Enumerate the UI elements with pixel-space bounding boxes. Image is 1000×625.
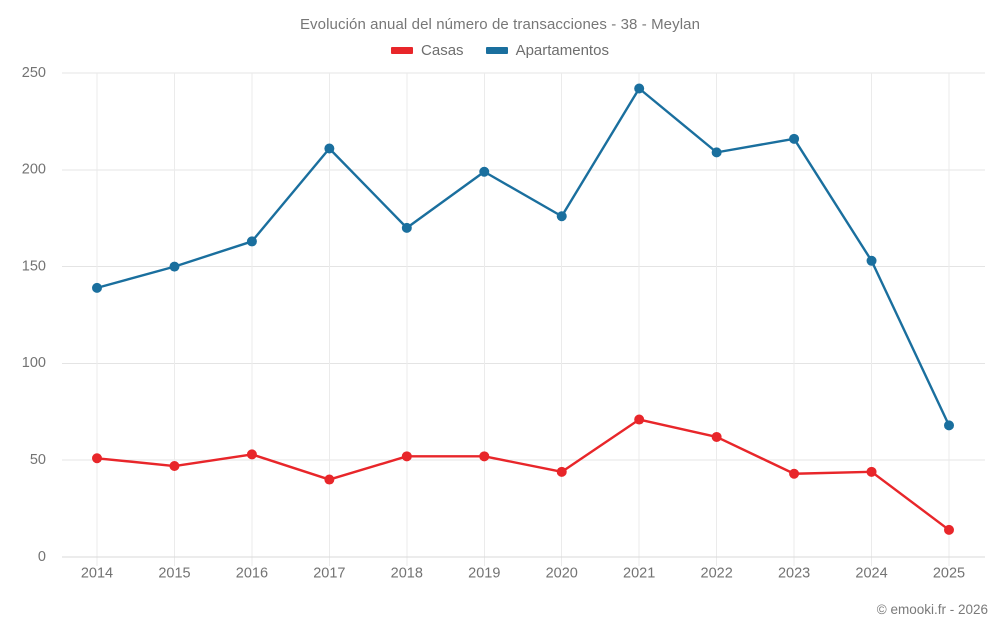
x-axis-tick-label: 2022	[701, 566, 733, 582]
data-point-marker[interactable]	[246, 449, 257, 460]
legend-label-apartamentos: Apartamentos	[515, 42, 609, 59]
series-line-apartamentos	[95, 87, 951, 427]
data-point-marker[interactable]	[711, 431, 722, 442]
chart-title: Evolución anual del número de transaccio…	[299, 16, 701, 33]
data-point-marker[interactable]	[789, 468, 800, 479]
x-axis-tick-label: 2021	[623, 566, 655, 582]
legend-swatch-apartamentos	[485, 47, 508, 54]
data-point-marker[interactable]	[246, 236, 257, 247]
x-axis-tick-labels: 2014 2015 2016 2017 2018 2019 2020 2021 2022 2023…	[81, 566, 965, 582]
copyright-credit: © emooki.fr - 2026	[876, 602, 988, 617]
y-axis-tick-label: 100	[22, 355, 46, 371]
x-axis-tick-label: 2023	[778, 566, 810, 582]
data-point-marker[interactable]	[401, 222, 412, 233]
data-point-marker[interactable]	[866, 255, 877, 266]
y-axis-tick-label: 150	[22, 258, 46, 274]
data-point-marker[interactable]	[92, 453, 102, 464]
data-point-marker[interactable]	[324, 474, 335, 485]
y-axis-tick-label: 0	[38, 549, 46, 565]
data-point-marker[interactable]	[789, 133, 800, 144]
legend-item-casas[interactable]: Casas	[391, 42, 464, 59]
data-series-layer	[92, 83, 954, 535]
data-point-marker[interactable]	[634, 414, 645, 425]
data-point-marker[interactable]	[866, 466, 877, 477]
data-point-marker[interactable]	[944, 524, 954, 535]
x-axis-tick-label: 2015	[158, 566, 190, 582]
y-axis-tick-label: 200	[22, 162, 46, 178]
legend-swatch-casas	[391, 47, 414, 54]
x-axis-tick-label: 2025	[933, 566, 965, 582]
chart-legend: Casas Apartamentos	[0, 42, 1000, 59]
data-point-marker[interactable]	[401, 451, 412, 462]
data-point-marker[interactable]	[944, 420, 954, 431]
series-line-casas	[95, 418, 951, 532]
x-axis-tick-label: 2020	[546, 566, 578, 582]
data-point-marker[interactable]	[92, 282, 102, 293]
data-point-marker[interactable]	[169, 261, 180, 272]
x-axis-tick-label: 2016	[236, 566, 268, 582]
data-point-marker[interactable]	[324, 143, 335, 154]
y-axis-tick-label: 50	[30, 452, 46, 468]
data-point-marker[interactable]	[556, 466, 567, 477]
data-point-marker[interactable]	[711, 147, 722, 158]
horizontal-gridlines	[62, 72, 985, 558]
legend-item-apartamentos[interactable]: Apartamentos	[485, 42, 609, 59]
x-axis-tick-label: 2024	[855, 566, 887, 582]
data-point-marker[interactable]	[169, 461, 180, 472]
x-axis-tick-label: 2017	[313, 566, 345, 582]
data-point-marker[interactable]	[479, 166, 490, 177]
data-point-marker[interactable]	[634, 83, 645, 94]
y-axis-tick-label: 250	[22, 65, 46, 81]
x-axis-tick-label: 2019	[468, 566, 500, 582]
data-point-marker[interactable]	[556, 211, 567, 222]
y-axis-tick-labels: 0 50 100 150 200 250	[22, 65, 46, 565]
x-axis-tick-label: 2018	[391, 566, 423, 582]
x-axis-tick-label: 2014	[81, 566, 113, 582]
vertical-gridlines	[96, 73, 950, 566]
data-point-marker[interactable]	[479, 451, 490, 462]
legend-label-casas: Casas	[421, 42, 464, 59]
